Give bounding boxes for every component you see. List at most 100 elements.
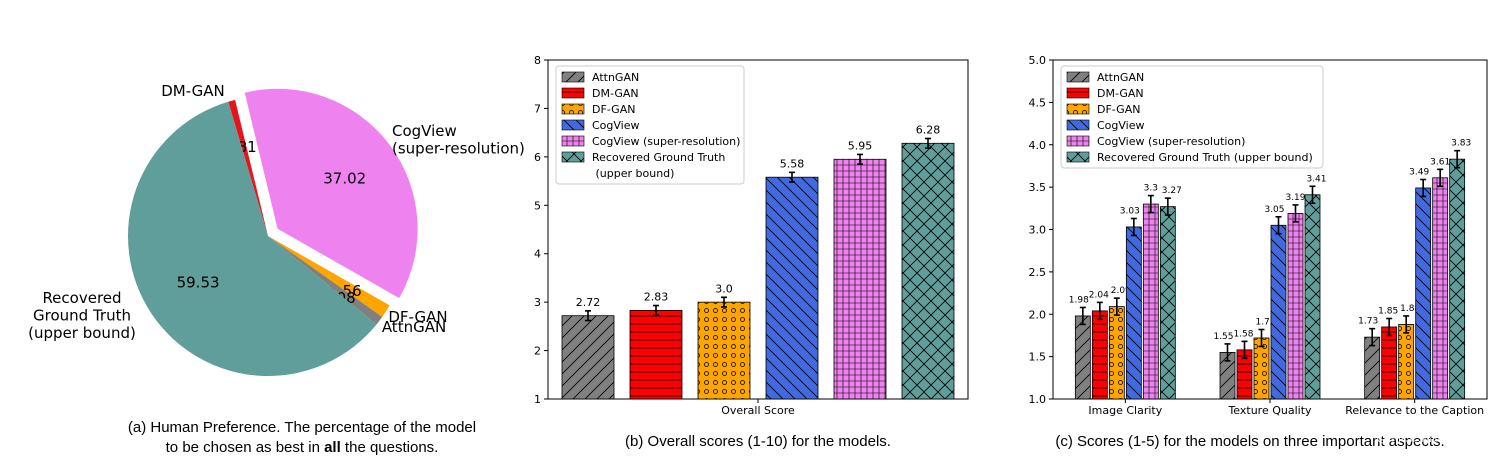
y-tick-label: 2.5 xyxy=(1029,266,1047,279)
data-label-df-gan: 1.72 xyxy=(1255,318,1275,328)
x-tick-label: Image Clarity xyxy=(1088,404,1162,417)
caption-a-line2: to be chosen as best in all the question… xyxy=(166,439,439,456)
legend-swatch-hatch-dm-gan xyxy=(1067,88,1089,98)
bar-hatch-cogview xyxy=(1126,226,1142,399)
y-tick-label: 5 xyxy=(534,199,541,212)
legend-label-df-gan: DF-GAN xyxy=(1097,103,1140,116)
bar-hatch-recovered xyxy=(902,143,954,399)
bar-hatch-attngan xyxy=(1220,352,1235,399)
data-label-cogview: 5.95 xyxy=(848,139,873,152)
pie-label-dm-gan: DM-GAN xyxy=(161,82,225,100)
y-tick-label: 3.5 xyxy=(1029,181,1047,194)
pie-chart: 0.81DM-GAN37.02CogView(super-resolution)… xyxy=(28,82,525,376)
x-tick-label: Relevance to the Caption xyxy=(1345,404,1484,417)
legend-label-dm-gan: DM-GAN xyxy=(1097,87,1144,100)
legend-swatch-hatch-cogview xyxy=(562,120,584,130)
bar-hatch-cogview xyxy=(1288,213,1303,399)
legend: AttnGAN DM-GAN DF-GAN CogView CogView (super… xyxy=(555,65,745,185)
data-label-cogview: 3.61 xyxy=(1430,157,1450,167)
overall-score-chart: 1 2 3 4 5 6 7 8 Overall Score 2.72 2.83 3.0 5.58 5.95… xyxy=(534,54,969,417)
data-label-cogview: 3.19 xyxy=(1285,193,1305,203)
legend-swatch-hatch-cogview xyxy=(1067,120,1089,130)
pie-label-cogview: CogView (super-resolution) xyxy=(392,122,525,158)
data-label-attngan: 2.72 xyxy=(576,296,601,309)
bar-hatch-df-gan xyxy=(698,302,750,399)
legend-box xyxy=(1060,65,1324,169)
legend-label-df-gan: DF-GAN xyxy=(592,103,635,116)
caption-b: (b) Overall scores (1-10) for the models… xyxy=(625,433,891,450)
legend: AttnGAN DM-GAN DF-GAN CogView CogView (super… xyxy=(1060,65,1324,169)
data-label-attngan: 1.55 xyxy=(1213,332,1233,342)
y-tick-label: 4.0 xyxy=(1029,139,1047,152)
legend-swatch-hatch-df-gan xyxy=(562,104,584,114)
data-label-df-gan: 1.88 xyxy=(1400,304,1420,314)
pie-label-recovered: Recovered Ground Truth (upper bound) xyxy=(28,289,136,342)
legend-swatch-hatch-df-gan xyxy=(1067,104,1089,114)
bar-hatch-attngan xyxy=(1364,337,1380,399)
bar-hatch-cogview xyxy=(1432,177,1448,399)
legend-box xyxy=(555,65,745,185)
bar-hatch-cogview xyxy=(766,177,818,399)
legend-label-cogview: CogView (super-resolution) xyxy=(592,135,740,148)
bar-hatch-df-gan xyxy=(1398,324,1414,399)
bar-hatch-recovered xyxy=(1449,159,1465,399)
pie-slice-df-gan xyxy=(268,236,390,317)
data-label-dm-gan: 1.58 xyxy=(1233,329,1253,339)
legend-swatch-hatch-cogview xyxy=(562,136,584,146)
data-label-df-gan: 2.09 xyxy=(1111,286,1131,296)
legend-label-cogview: CogView (super-resolution) xyxy=(1097,135,1245,148)
y-tick-label: 4 xyxy=(534,248,541,261)
bar-hatch-cogview xyxy=(1415,187,1431,399)
y-tick-label: 8 xyxy=(534,54,541,67)
legend-label-attngan: AttnGAN xyxy=(1097,71,1144,84)
data-label-cogview: 3.03 xyxy=(1120,206,1140,216)
caption-c: (c) Scores (1-5) for the models on three… xyxy=(1055,433,1444,450)
data-label-dm-gan: 2.04 xyxy=(1089,290,1109,300)
y-tick-label: 1.5 xyxy=(1029,351,1047,364)
bar-hatch-dm-gan xyxy=(1381,326,1397,399)
legend-swatch-hatch-dm-gan xyxy=(562,88,584,98)
pie-slice-dm-gan xyxy=(228,99,268,236)
bar-hatch-dm-gan xyxy=(1092,310,1108,399)
bar-hatch-attngan xyxy=(1075,315,1091,399)
legend-label-recovered: Recovered Ground Truth (upper bound) xyxy=(592,151,725,180)
y-tick-label: 2 xyxy=(534,345,541,358)
data-label-dm-gan: 1.85 xyxy=(1378,306,1398,316)
y-tick-label: 3.0 xyxy=(1029,224,1047,237)
data-label-cogview: 3.05 xyxy=(1264,205,1284,215)
legend-label-cogview: CogView xyxy=(592,119,640,132)
legend-swatch-hatch-attngan xyxy=(562,72,584,82)
bar-hatch-df-gan xyxy=(1109,306,1125,399)
pie-slice-recovered xyxy=(128,101,377,376)
y-tick-label: 1 xyxy=(534,393,541,406)
data-label-attngan: 1.73 xyxy=(1358,317,1378,327)
legend-swatch-hatch-recovered xyxy=(1067,152,1089,162)
y-tick-label: 6 xyxy=(534,151,541,164)
data-label-cogview: 3.3 xyxy=(1144,184,1158,194)
legend-swatch-hatch-attngan xyxy=(1067,72,1089,82)
data-label-df-gan: 3.0 xyxy=(715,282,733,295)
legend-swatch-hatch-recovered xyxy=(562,152,584,162)
bar-hatch-df-gan xyxy=(1254,337,1269,399)
watermark: @稀土掘金技术社区 xyxy=(1376,429,1502,445)
data-label-recovered: 3.27 xyxy=(1162,186,1182,196)
y-tick-label: 4.5 xyxy=(1029,96,1047,109)
bar-hatch-cogview xyxy=(1271,225,1286,399)
bar-hatch-recovered xyxy=(1160,206,1176,399)
y-tick-label: 1.0 xyxy=(1029,393,1047,406)
legend-label-recovered: Recovered Ground Truth (upper bound) xyxy=(1097,151,1313,164)
legend-swatch-hatch-cogview xyxy=(1067,136,1089,146)
bar-hatch-dm-gan xyxy=(630,310,682,399)
y-tick-label: 5.0 xyxy=(1029,54,1047,67)
data-label-cogview: 3.49 xyxy=(1409,167,1429,177)
data-label-recovered: 3.83 xyxy=(1451,139,1471,149)
data-label-cogview: 5.58 xyxy=(780,157,805,170)
data-label-recovered: 6.28 xyxy=(916,123,941,136)
x-tick-label: Overall Score xyxy=(721,404,795,417)
pie-label-df-gan: DF-GAN xyxy=(388,308,447,326)
bar-hatch-cogview xyxy=(834,159,886,399)
bar-hatch-attngan xyxy=(562,315,614,399)
legend-label-dm-gan: DM-GAN xyxy=(592,87,639,100)
bar-hatch-dm-gan xyxy=(1237,349,1252,399)
